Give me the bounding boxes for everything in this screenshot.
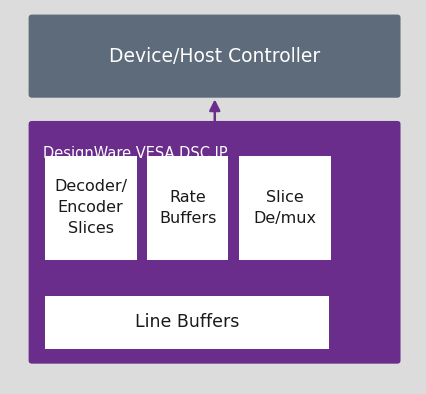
- Text: Line Buffers: Line Buffers: [134, 313, 239, 331]
- FancyBboxPatch shape: [29, 15, 400, 98]
- Bar: [147, 156, 228, 260]
- Bar: [45, 156, 136, 260]
- Text: Decoder/
Encoder
Slices: Decoder/ Encoder Slices: [54, 179, 127, 236]
- FancyBboxPatch shape: [29, 121, 400, 364]
- Bar: [45, 296, 328, 349]
- Bar: [239, 156, 330, 260]
- Text: Rate
Buffers: Rate Buffers: [159, 190, 216, 226]
- Text: Device/Host Controller: Device/Host Controller: [109, 46, 320, 66]
- Text: Slice
De/mux: Slice De/mux: [253, 190, 316, 226]
- Text: DesignWare VESA DSC IP: DesignWare VESA DSC IP: [43, 146, 227, 161]
